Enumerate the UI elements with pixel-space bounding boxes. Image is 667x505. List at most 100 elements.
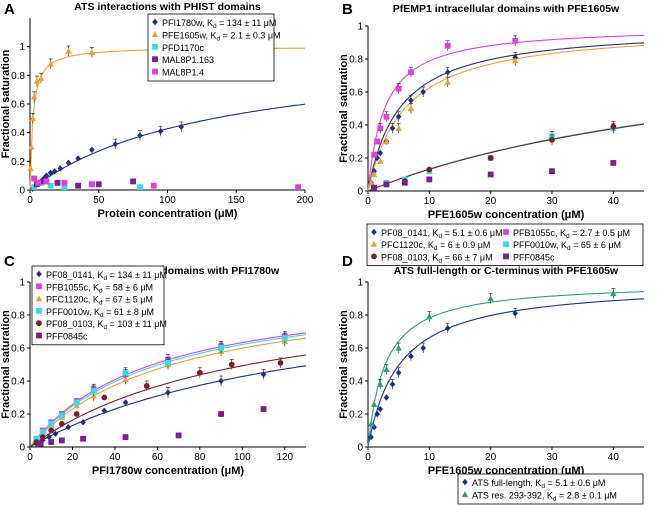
data-point [73,399,80,406]
chart-title: PfEMP1 intracellular domains with PFE160… [393,3,620,15]
y-tick-label: 1 [19,42,25,53]
chart-title: ATS interactions with PHIST domains [74,1,261,13]
data-point [228,361,235,368]
y-tick-label: 0.4 [349,377,363,388]
x-axis-label: PFE1605w concentration (μM) [428,209,585,221]
data-point [54,179,61,186]
panel-label: A [4,1,15,18]
data-point [196,369,203,376]
data-point [73,402,80,409]
y-axis-label: Fractional saturation [0,310,12,419]
legend-item: PF08_0141, Kd = 5.1 ± 0.6 μM [371,228,503,240]
data-point [395,344,402,351]
data-point [47,60,54,67]
x-tick-label: 0 [365,452,371,463]
data-point [377,157,384,164]
legend-item: PFF0845c [36,332,88,342]
x-tick-label: 30 [546,196,558,207]
legend-item: PFC1120c, Kd = 6 ± 0.9 μM [370,240,490,252]
data-point [90,388,97,394]
x-tick-label: 0 [365,196,371,207]
fit-curve [367,44,645,192]
data-point [33,435,40,442]
fit-curve [367,34,645,192]
panel-A: A ATS interactions with PHIST domains 0 0.2… [0,1,314,220]
y-tick-label: 0.8 [349,311,363,322]
data-point [37,74,45,81]
data-point [389,381,396,388]
data-point [80,419,86,426]
data-point [277,359,284,366]
data-point [137,132,143,139]
data-point [383,113,390,120]
legend-marker [35,295,43,302]
data-point [407,105,415,112]
legend-marker [371,253,377,260]
data-point [383,394,390,401]
data-point [27,165,34,172]
data-point [395,113,402,120]
data-point [65,424,72,431]
data-point [150,182,157,189]
legend-label: PFF0845c [46,332,88,342]
legend-marker [462,478,468,486]
data-point [88,49,96,55]
data-point [46,433,52,441]
y-tick-label: 0 [357,443,363,454]
legend-item: PFF0845c [503,252,555,262]
legend-marker [152,43,158,50]
data-point [48,439,55,445]
fit-curve [367,123,645,192]
panel-B: B PfEMP1 intracellular domains with PFE16… [338,1,645,266]
legend-label: PFF0010w, Kd = 65 ± 6 μM [513,240,621,252]
data-point [65,159,72,166]
legend-label: PFD1170c [162,43,204,53]
x-tick-label: 10 [424,196,436,207]
y-tick-label: 1 [19,278,25,289]
data-point [395,85,402,92]
data-point [377,380,384,387]
fit-curve [367,122,645,192]
data-point [610,290,617,297]
y-tick-label: 0.6 [11,344,25,355]
data-point [371,184,378,191]
fit-curve [29,354,307,448]
data-point [175,432,182,439]
data-point [143,383,150,389]
y-tick-label: 1 [357,278,363,289]
legend-marker [36,308,42,314]
legend-label: PF08_0141, Kd = 134 ± 11 μM [46,270,167,282]
data-point [408,69,414,76]
data-point [89,146,95,154]
legend-label: PFC1120c, Kd = 6 ± 0.9 μM [381,240,490,252]
data-point [58,421,65,427]
data-point [43,172,50,179]
legend-box [147,13,275,82]
data-point [130,178,137,185]
data-point [374,154,380,162]
data-point [122,399,129,406]
data-point [57,165,64,172]
y-tick-label: 0.4 [11,377,25,388]
legend-label: ATS res. 293-392, Kd = 2.8 ± 0.1 μM [472,491,617,503]
data-point [377,405,384,413]
data-point [512,310,518,317]
panel-label: B [342,1,353,18]
data-point [218,411,224,417]
legend-label: PFF0010w, Kd = 61 ± 8 μM [46,307,154,319]
legend-label: ATS full-length, Kd = 5.1 ± 0.6 μM [472,478,605,490]
legend: PF08_0141, Kd = 5.1 ± 0.6 μM PFB1055c, Kd… [366,223,644,266]
data-point [444,69,451,76]
data-point [61,184,68,191]
data-point [260,406,267,412]
legend-item: PFF0010w, Kd = 65 ± 6 μM [503,240,621,252]
data-point [165,359,171,366]
legend-label: PFB1055c, Kd = 58 ± 6 μM [46,282,153,294]
data-point [28,143,35,150]
x-tick-label: 50 [93,195,105,206]
legend-marker [370,240,378,247]
x-tick-label: 20 [485,196,497,207]
legend-item: MAL8P1.4 [152,68,204,78]
